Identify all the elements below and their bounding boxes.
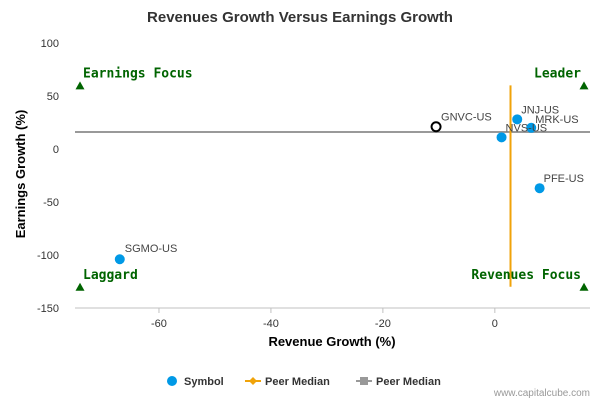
x-tick-label: 0 bbox=[492, 318, 498, 330]
legend-label: Symbol bbox=[184, 376, 224, 388]
data-point-label: SGMO-US bbox=[125, 243, 178, 255]
legend-label: Peer Median bbox=[376, 376, 441, 388]
y-tick-label: -100 bbox=[37, 250, 59, 262]
quadrant-marker-icon bbox=[75, 282, 85, 291]
quadrant-label: Laggard bbox=[83, 268, 138, 283]
legend-label: Peer Median bbox=[265, 376, 330, 388]
credit-text: www.capitalcube.com bbox=[493, 388, 590, 399]
quadrant-label: Earnings Focus bbox=[83, 66, 193, 81]
x-tick-label: -60 bbox=[151, 318, 167, 330]
quadrant-labels: Earnings Focus Leader Laggard Revenues Focu… bbox=[75, 66, 589, 291]
legend: Symbol Peer Median Peer Median bbox=[167, 376, 441, 388]
y-axis-label: Earnings Growth (%) bbox=[13, 110, 28, 239]
data-point bbox=[114, 254, 125, 265]
x-tick-label: -20 bbox=[375, 318, 391, 330]
data-point-label: PFE-US bbox=[544, 173, 584, 185]
data-point bbox=[526, 122, 537, 133]
data-point-label: MRK-US bbox=[535, 114, 578, 126]
data-point bbox=[534, 183, 545, 194]
y-tick-label: -50 bbox=[43, 197, 59, 209]
data-point-label: NVS-US bbox=[506, 122, 548, 134]
quadrant-marker-icon bbox=[75, 81, 85, 90]
data-point bbox=[430, 121, 442, 133]
quadrant-marker-icon bbox=[579, 282, 589, 291]
quadrant-label: Leader bbox=[534, 66, 581, 81]
data-point-label: GNVC-US bbox=[441, 112, 492, 124]
legend-circle-icon bbox=[167, 376, 177, 386]
legend-square-icon bbox=[360, 377, 368, 385]
y-tick-label: 0 bbox=[53, 144, 59, 156]
data-point-label: JNJ-US bbox=[521, 104, 559, 116]
chart-title: Revenues Growth Versus Earnings Growth bbox=[147, 9, 453, 26]
data-point bbox=[496, 132, 507, 143]
y-tick-label: -150 bbox=[37, 303, 59, 315]
x-tick-label: -40 bbox=[263, 318, 279, 330]
y-tick-label: 100 bbox=[41, 38, 59, 50]
y-axis-ticks: 100 50 0 -50 -100 -150 bbox=[37, 38, 59, 315]
data-point bbox=[512, 114, 523, 125]
x-axis-label: Revenue Growth (%) bbox=[268, 334, 395, 349]
peer-median-lines bbox=[75, 85, 590, 287]
y-tick-label: 50 bbox=[47, 91, 59, 103]
x-axis-ticks: -60 -40 -20 0 bbox=[151, 308, 498, 330]
quadrant-marker-icon bbox=[579, 81, 589, 90]
quadrant-label: Revenues Focus bbox=[471, 268, 581, 283]
legend-diamond-icon bbox=[249, 377, 257, 385]
